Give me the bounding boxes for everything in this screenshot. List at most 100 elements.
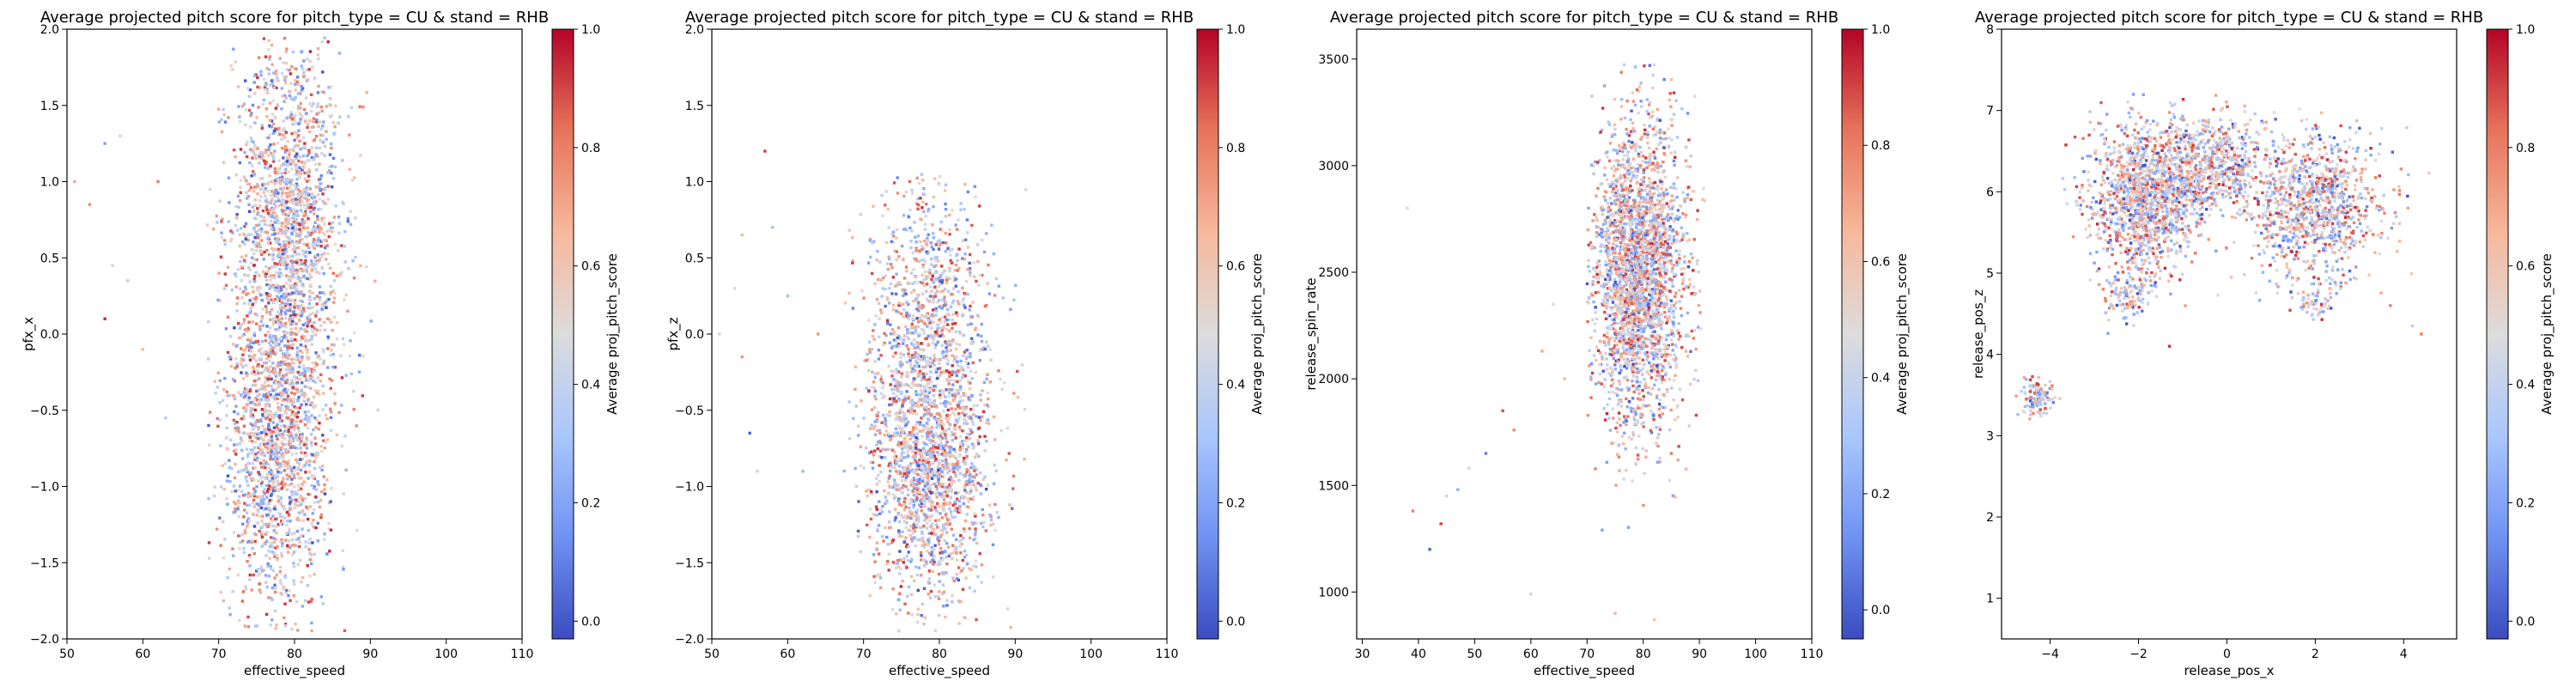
data-point <box>291 347 294 350</box>
data-point <box>966 505 969 508</box>
data-point <box>223 377 226 380</box>
data-point <box>299 118 301 120</box>
data-point <box>276 398 279 400</box>
data-point <box>318 231 320 234</box>
data-point <box>256 365 258 368</box>
data-point <box>218 517 221 520</box>
data-point <box>974 456 976 459</box>
data-point <box>882 539 884 542</box>
data-point <box>308 251 311 253</box>
data-point <box>307 78 309 81</box>
data-point <box>882 414 884 416</box>
data-point <box>924 400 927 403</box>
data-point <box>270 385 272 387</box>
data-point <box>286 462 289 465</box>
data-point <box>260 230 263 233</box>
data-point <box>330 487 332 489</box>
data-point <box>264 417 267 420</box>
data-point <box>910 386 913 389</box>
data-point <box>926 550 928 552</box>
data-point <box>283 285 285 288</box>
data-point <box>880 375 883 378</box>
data-point <box>936 538 939 540</box>
data-point <box>290 379 293 381</box>
data-point <box>264 151 267 154</box>
data-point <box>945 556 948 558</box>
data-point <box>897 500 900 502</box>
data-point <box>241 457 244 459</box>
data-point <box>254 204 257 206</box>
data-point <box>885 536 888 538</box>
data-point <box>291 538 294 541</box>
data-point <box>275 195 277 198</box>
data-point <box>943 295 945 298</box>
data-point <box>857 500 860 502</box>
data-point <box>948 502 951 505</box>
data-point <box>261 317 264 319</box>
data-point <box>293 221 295 223</box>
data-point <box>264 205 267 208</box>
data-point <box>322 272 325 275</box>
data-point <box>270 412 273 415</box>
data-point <box>245 364 247 367</box>
data-point <box>985 488 987 490</box>
data-point <box>309 187 312 190</box>
data-point <box>874 373 877 375</box>
data-point <box>246 433 249 435</box>
data-point <box>305 436 307 439</box>
data-point <box>283 231 285 234</box>
data-point <box>945 369 948 372</box>
data-point <box>319 374 322 376</box>
data-point <box>253 525 256 527</box>
data-point <box>317 102 319 105</box>
data-point <box>933 346 936 349</box>
data-point <box>265 107 268 110</box>
data-point <box>310 562 313 565</box>
data-point <box>267 425 270 428</box>
data-point <box>1023 458 1025 460</box>
data-point <box>207 320 210 323</box>
data-point <box>243 151 246 154</box>
data-point <box>930 491 933 494</box>
data-point <box>233 443 235 446</box>
data-point <box>334 402 337 404</box>
data-point <box>291 118 294 120</box>
data-point <box>253 334 256 337</box>
data-point <box>919 499 921 502</box>
data-point <box>270 125 273 128</box>
data-point <box>885 501 888 503</box>
data-point <box>915 413 918 416</box>
data-point <box>888 520 890 523</box>
data-point <box>259 437 262 440</box>
data-point <box>979 419 981 422</box>
data-point <box>993 503 996 506</box>
data-point <box>344 260 347 263</box>
data-point <box>319 178 321 180</box>
data-point <box>246 462 249 465</box>
data-point <box>274 610 276 612</box>
data-point <box>256 379 258 381</box>
data-point <box>945 460 947 463</box>
data-point <box>313 573 315 575</box>
data-point <box>918 375 920 378</box>
data-point <box>908 507 910 509</box>
data-point <box>335 204 337 207</box>
data-point <box>255 116 258 119</box>
data-point <box>947 416 950 419</box>
data-point <box>305 460 307 463</box>
data-point <box>293 139 295 142</box>
data-point <box>245 469 247 471</box>
data-point <box>249 307 252 309</box>
data-point <box>270 247 273 250</box>
data-point <box>314 404 317 407</box>
data-point <box>264 265 267 268</box>
data-point <box>981 526 984 528</box>
data-point <box>842 470 845 472</box>
data-point <box>232 378 234 380</box>
data-point <box>216 528 218 531</box>
data-point <box>277 483 280 485</box>
data-point <box>289 520 291 522</box>
data-point <box>286 544 289 547</box>
data-point <box>302 59 305 62</box>
data-point <box>241 523 244 526</box>
